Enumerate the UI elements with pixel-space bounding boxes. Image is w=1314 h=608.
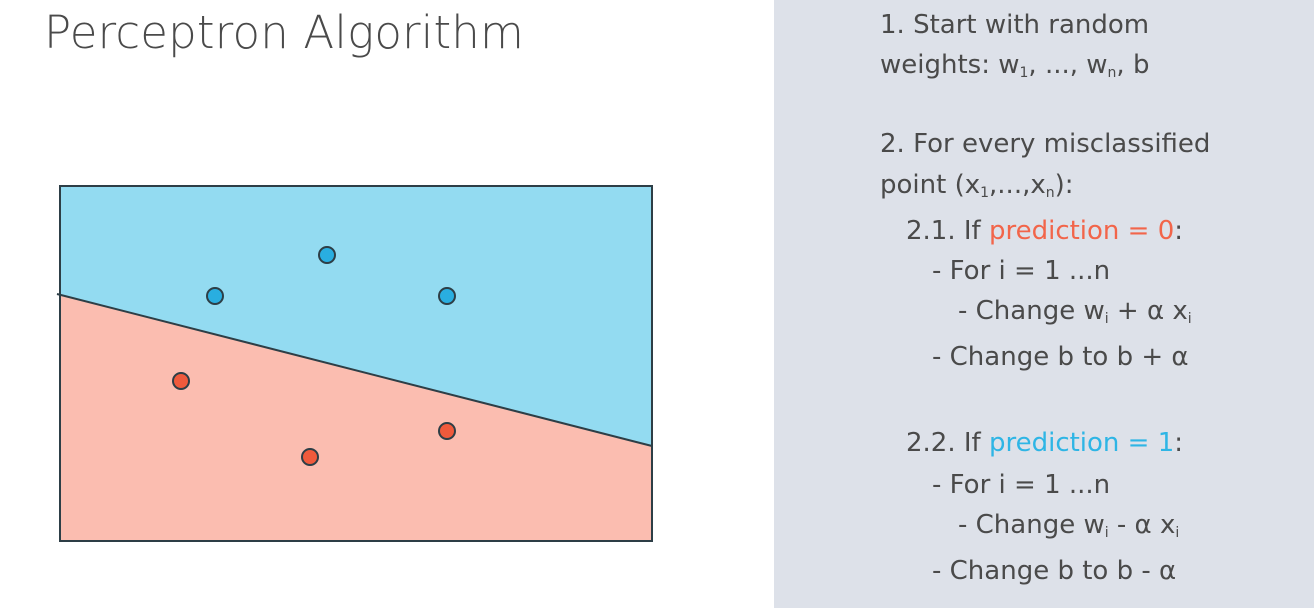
- red-point: [438, 422, 456, 440]
- step22-change-w: - Change wi - α xi: [958, 510, 1180, 541]
- plot-frame: [59, 185, 653, 542]
- step22-change-b: - Change b to b - α: [932, 556, 1177, 586]
- step21-change-b: - Change b to b + α: [932, 342, 1189, 372]
- red-region: [60, 295, 652, 541]
- blue-region: [60, 186, 652, 446]
- blue-point: [438, 287, 456, 305]
- perceptron-diagram: [56, 185, 653, 542]
- blue-point: [206, 287, 224, 305]
- step22-condition: 2.2. If prediction = 1:: [906, 428, 1184, 458]
- step21-condition: 2.1. If prediction = 0:: [906, 216, 1184, 246]
- step21-for-loop: - For i = 1 ...n: [932, 256, 1111, 286]
- step2-line2: point (x1,...,xn):: [880, 170, 1074, 201]
- slide-title: Perceptron Algorithm: [44, 6, 525, 59]
- step1-line2: weights: w1, ..., wn, b: [880, 50, 1150, 81]
- red-point: [172, 372, 190, 390]
- step21-change-w: - Change wi + α xi: [958, 296, 1192, 327]
- blue-point: [318, 246, 336, 264]
- algorithm-steps-panel: 1. Start with random weights: w1, ..., w…: [774, 0, 1314, 608]
- step1-line1: 1. Start with random: [880, 10, 1150, 40]
- step2-line1: 2. For every misclassified: [880, 129, 1211, 159]
- red-point: [301, 448, 319, 466]
- prediction-one: prediction = 1: [988, 428, 1175, 458]
- decision-boundary: [56, 293, 653, 447]
- step22-for-loop: - For i = 1 ...n: [932, 470, 1111, 500]
- prediction-zero: prediction = 0: [988, 216, 1175, 246]
